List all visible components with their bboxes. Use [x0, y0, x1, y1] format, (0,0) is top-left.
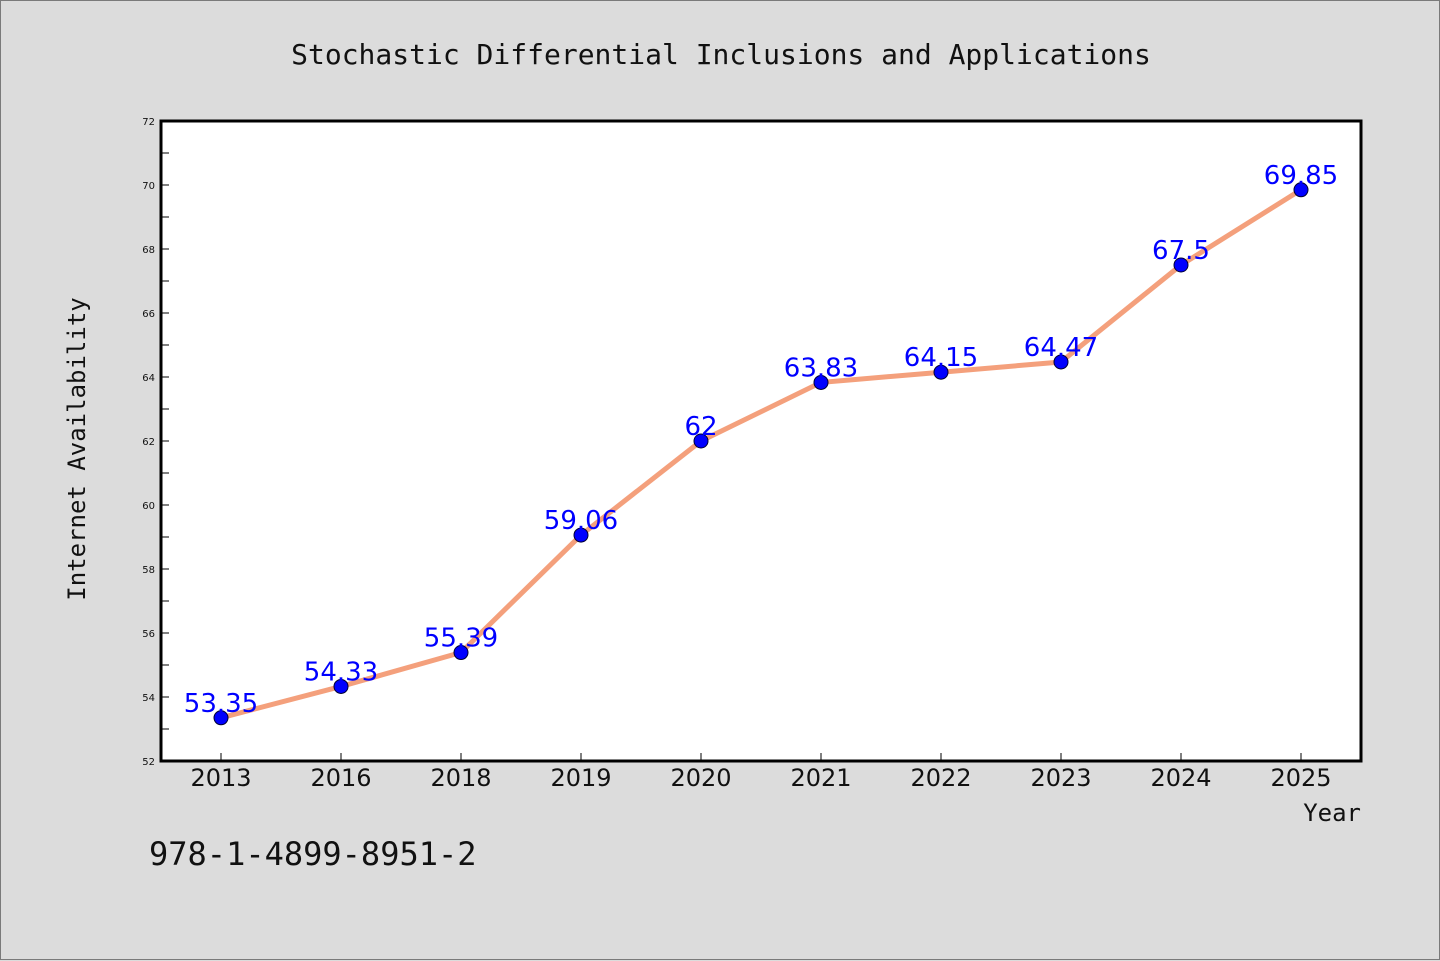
- data-point: [1053, 354, 1069, 370]
- y-tick-label: 54: [142, 693, 155, 704]
- y-tick-label: 72: [142, 117, 155, 128]
- data-label: 55.39: [424, 624, 498, 654]
- data-point: [1293, 182, 1309, 198]
- data-label: 67.5: [1152, 236, 1210, 266]
- plot-area: [161, 121, 1361, 761]
- data-points: [213, 182, 1309, 726]
- data-label: 69.85: [1264, 161, 1338, 191]
- isbn-text: 978-1-4899-8951-2: [149, 835, 477, 873]
- y-tick-label: 66: [142, 309, 155, 320]
- data-point: [813, 374, 829, 390]
- data-label: 59.06: [544, 506, 618, 536]
- plot-frame: [159, 119, 1363, 763]
- y-tick-label: 60: [142, 501, 155, 512]
- data-point: [1173, 257, 1189, 273]
- y-axis-label: Internet Availability: [63, 297, 91, 600]
- x-tick-label: 2023: [1030, 764, 1091, 792]
- data-point: [573, 527, 589, 543]
- x-tick-label: 2018: [430, 764, 491, 792]
- series-line: [220, 187, 1303, 721]
- chart-title: Stochastic Differential Inclusions and A…: [291, 38, 1151, 71]
- data-point: [693, 433, 709, 449]
- y-tick-label: 64: [142, 373, 155, 384]
- data-label: 64.15: [904, 343, 978, 373]
- data-point: [333, 678, 349, 694]
- x-tick-label: 2016: [310, 764, 371, 792]
- data-point: [933, 364, 949, 380]
- x-tick-label: 2019: [550, 764, 611, 792]
- y-tick-label: 56: [142, 629, 155, 640]
- data-label: 64.47: [1024, 333, 1098, 363]
- y-tick-label: 58: [142, 565, 155, 576]
- x-tick-label: 2022: [910, 764, 971, 792]
- x-tick-label: 2024: [1150, 764, 1211, 792]
- data-labels: 53.35 54.33 55.39 59.06 62 63.83 64.15 64.47 67.…: [184, 161, 1338, 719]
- data-label: 53.35: [184, 689, 258, 719]
- x-tick-label: 2021: [790, 764, 851, 792]
- data-point: [453, 645, 469, 661]
- y-tick-label: 52: [142, 757, 155, 768]
- x-tick-label: 2013: [190, 764, 251, 792]
- data-point: [213, 710, 229, 726]
- data-label: 62: [684, 412, 717, 442]
- x-tick-label: 2020: [670, 764, 731, 792]
- data-label: 54.33: [304, 657, 378, 687]
- y-tick-label: 62: [142, 437, 155, 448]
- y-tick-label: 68: [142, 245, 155, 256]
- y-tick-label: 70: [142, 181, 155, 192]
- x-tick-label: 2025: [1270, 764, 1331, 792]
- x-axis-ticks: 2013 2016 2018 2019 2020 2021 2022 2023 2024 2025: [190, 753, 1332, 792]
- x-axis-label: Year: [1303, 799, 1361, 827]
- data-label: 63.83: [784, 353, 858, 383]
